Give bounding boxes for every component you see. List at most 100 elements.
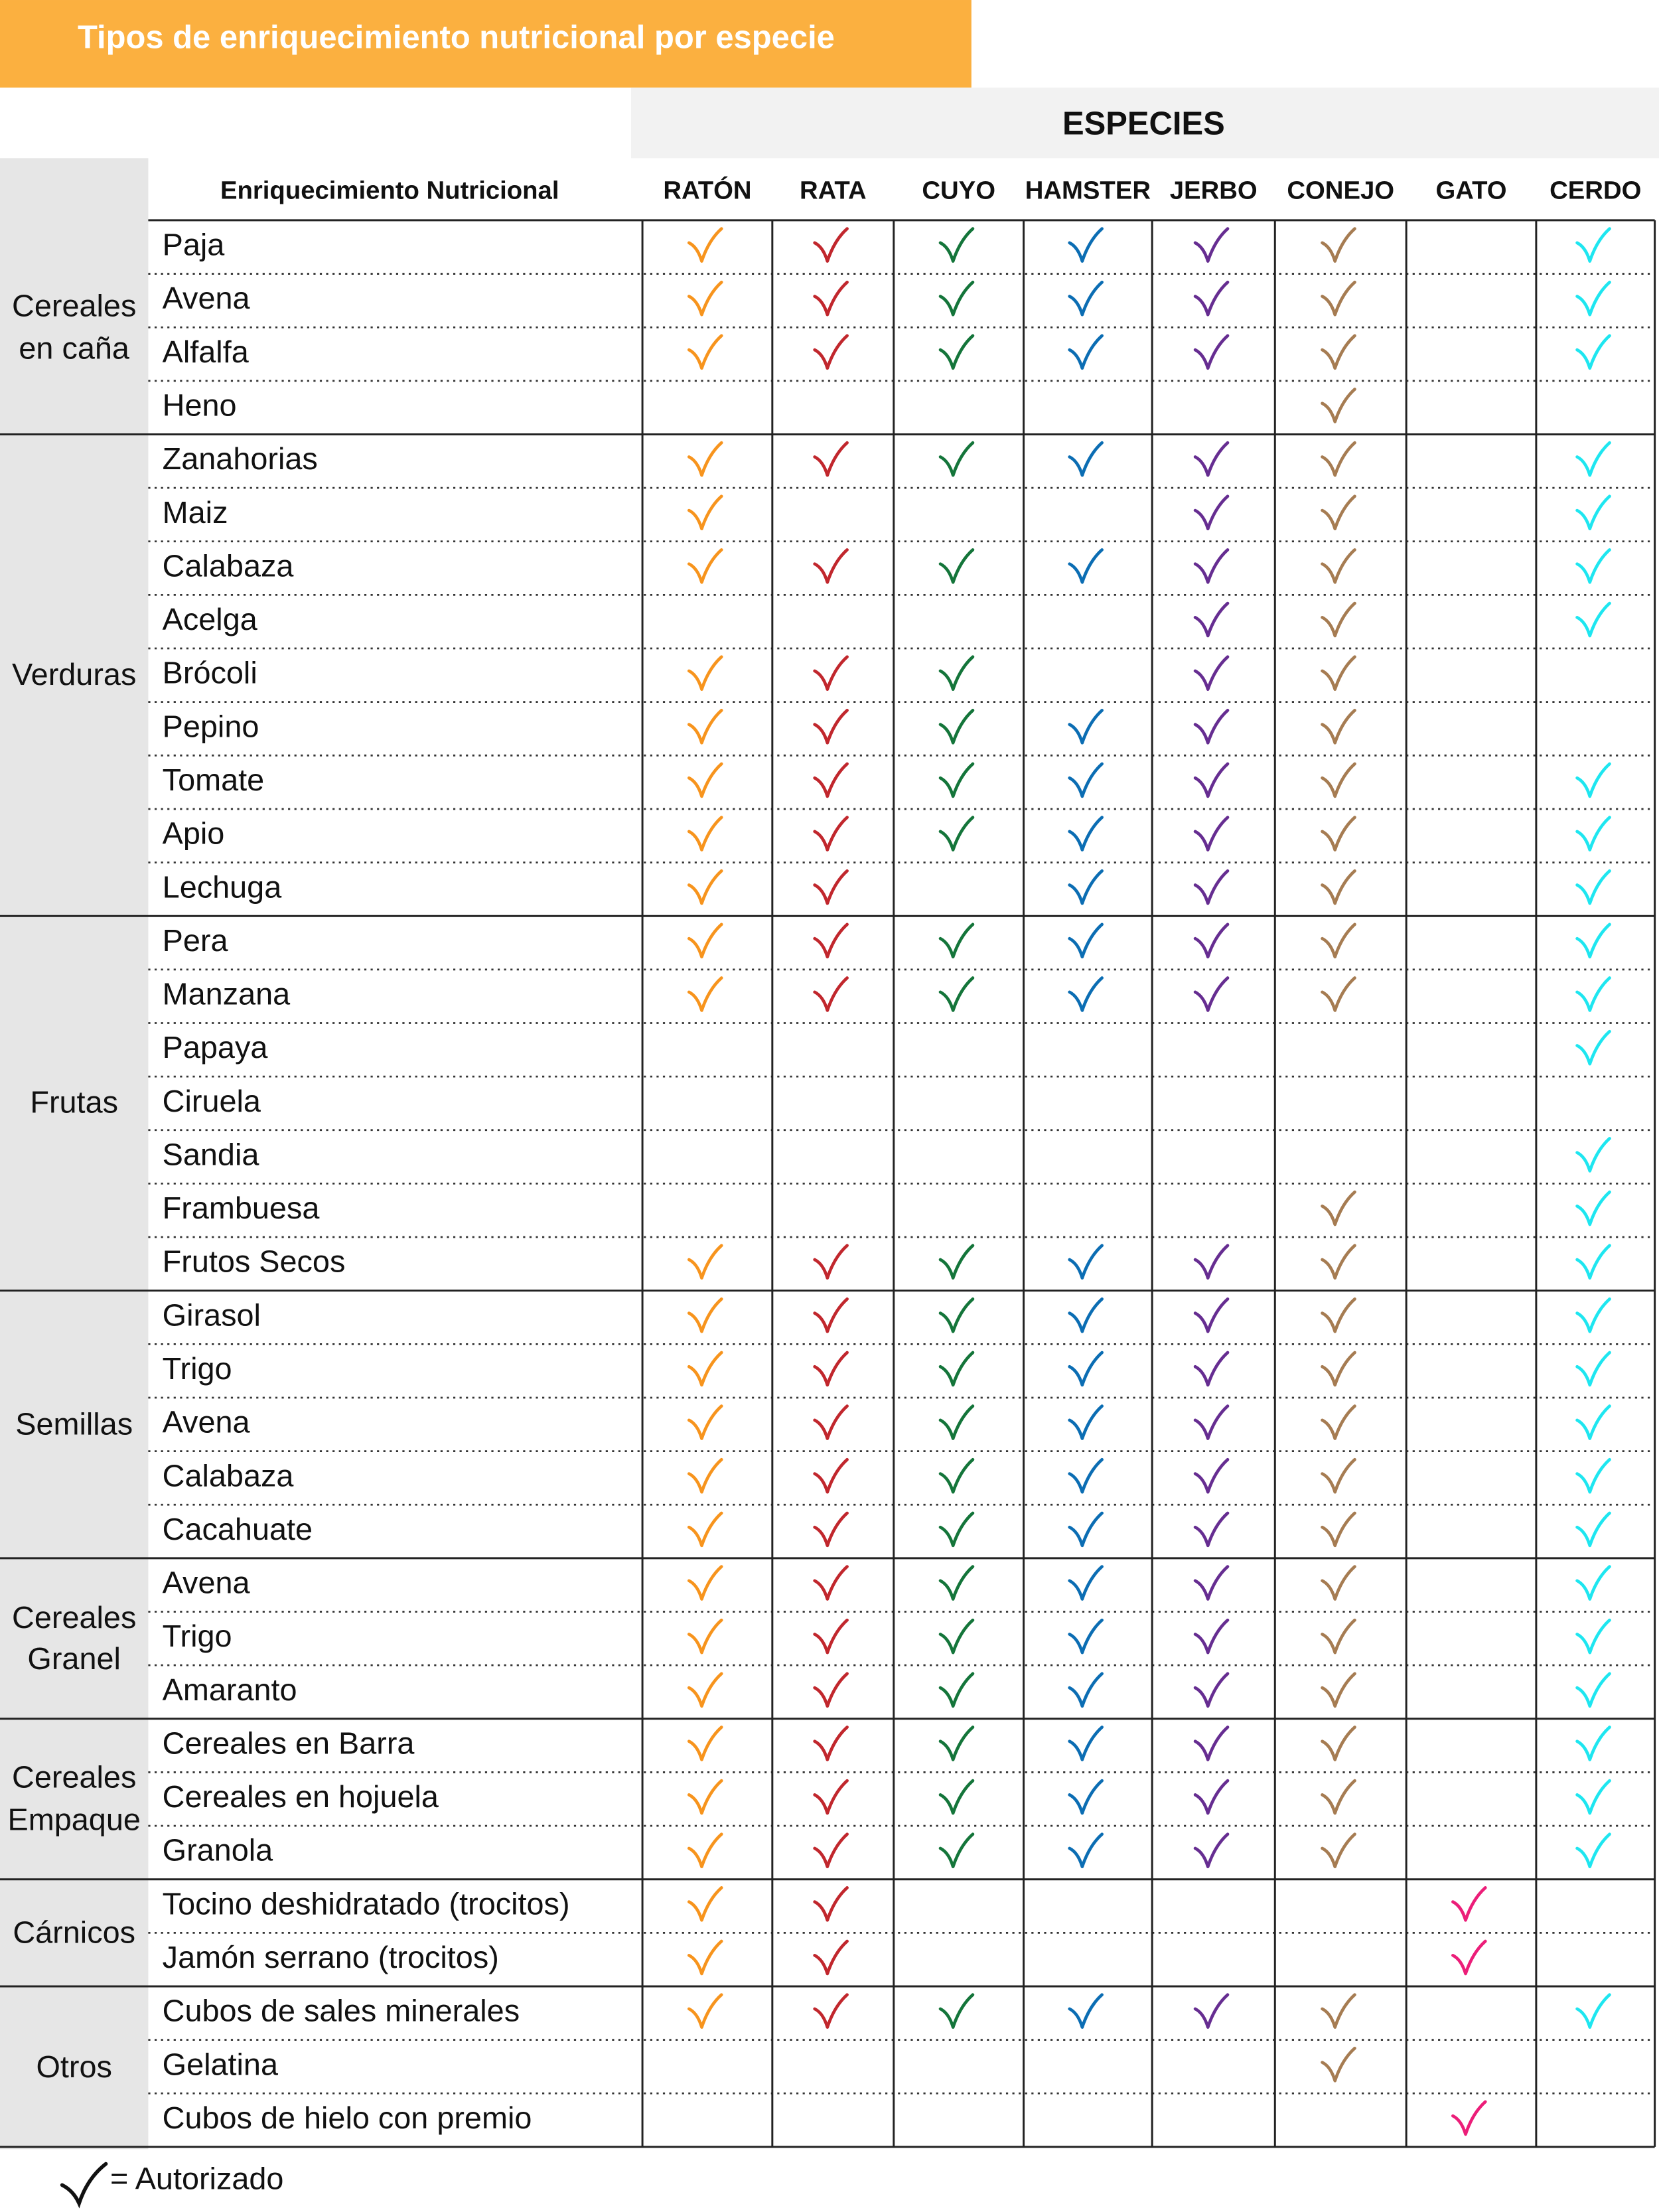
species-header: RATÓN [663,175,751,204]
check-mark [1575,1137,1611,1173]
group-label-box: Cereales Empaque [8,1760,141,1837]
check-mark [938,1297,975,1333]
check-mark [1068,1511,1104,1548]
check-mark [813,227,849,263]
check-mark [938,1726,975,1761]
item-label: Avena [163,281,251,315]
check-mark [687,869,723,905]
check-mark [687,1565,723,1601]
check-mark [1575,1618,1611,1655]
check-mark [1321,1832,1356,1869]
check-mark [687,1618,723,1655]
check-mark [813,1672,849,1708]
check-mark [1575,1565,1611,1601]
species-band [631,87,1659,159]
check-mark [1321,280,1356,317]
check-mark [1193,280,1230,317]
item-label: Ciruela [163,1084,261,1118]
check-mark [938,548,975,584]
item-label: Zanahorias [163,441,318,476]
check-mark [1321,388,1356,423]
check-mark [1068,1832,1104,1869]
check-mark [1068,708,1104,745]
check-mark [1321,441,1356,477]
check-mark [1575,869,1611,905]
item-label: Lechuga [163,869,283,904]
check-mark [1068,1618,1104,1655]
check-mark [938,922,975,959]
title: Tipos de enriquecimiento nutricional por… [78,20,835,56]
species-header: CERDO [1550,176,1641,204]
check-mark [1575,1672,1611,1708]
check-mark [938,280,975,317]
check-mark [1193,1832,1230,1869]
check-mark [1193,548,1230,584]
check-mark [938,1351,975,1387]
check-mark [938,1618,975,1655]
check-mark [1575,1190,1611,1226]
check-mark [687,280,723,317]
check-mark [1068,1565,1104,1601]
legend-label: = Autorizado [110,2161,283,2195]
check-mark [813,1779,849,1815]
check-mark [1068,869,1104,905]
species-header: RATA [800,176,867,204]
check-mark [813,762,849,798]
check-mark [813,708,849,745]
item-label: Cubos de sales minerales [163,1994,520,2028]
item-label: Brócoli [163,656,257,690]
check-mark [687,1726,723,1761]
check-mark [1068,1404,1104,1440]
item-label: Manzana [163,977,291,1011]
check-mark [938,1511,975,1548]
check-mark [1575,334,1611,370]
check-mark [1193,441,1230,477]
check-mark [1321,708,1356,745]
title-box [0,0,972,88]
check-mark [687,922,723,959]
check-mark [1321,1244,1356,1280]
check-mark [813,976,849,1012]
check-mark [938,708,975,745]
check-mark [687,1244,723,1280]
item-label: Granola [163,1833,273,1868]
check-mark [1193,1672,1230,1708]
item-label: Jamón serrano (trocitos) [163,1940,499,1974]
check-mark [1068,1779,1104,1815]
check-mark [1068,1244,1104,1280]
check-mark [687,1832,723,1869]
check-mark [1575,1779,1611,1815]
check-mark [687,762,723,798]
check-mark [1068,548,1104,584]
species-header: CUYO [922,176,995,204]
item-label: Tocino deshidratado (trocitos) [163,1886,570,1921]
group-label: Otros [36,2048,112,2084]
check-mark [1193,494,1230,531]
group-label: Frutas [30,1085,119,1121]
check-mark [938,1404,975,1440]
check-mark [1321,227,1356,263]
item-label: Apio [163,816,225,851]
check-mark [687,1457,723,1494]
check-mark [1193,1351,1230,1387]
check-mark [813,655,849,691]
check-mark [938,441,975,477]
check-mark [1575,816,1611,851]
check-mark [938,1779,975,1815]
check-mark [1575,1457,1611,1494]
check-mark [1193,334,1230,370]
item-label: Gelatina [163,2047,279,2081]
check-mark [1451,1886,1487,1922]
check-mark [1321,922,1356,959]
check-mark [938,1832,975,1869]
check-mark [687,816,723,851]
group-label-box: Cereales en caña [12,288,136,365]
check-mark [687,1351,723,1387]
check-mark [1575,922,1611,959]
check-mark [938,227,975,263]
check-mark [1193,976,1230,1012]
check-mark [1193,708,1230,745]
check-mark [1575,1244,1611,1280]
check-mark [938,816,975,851]
